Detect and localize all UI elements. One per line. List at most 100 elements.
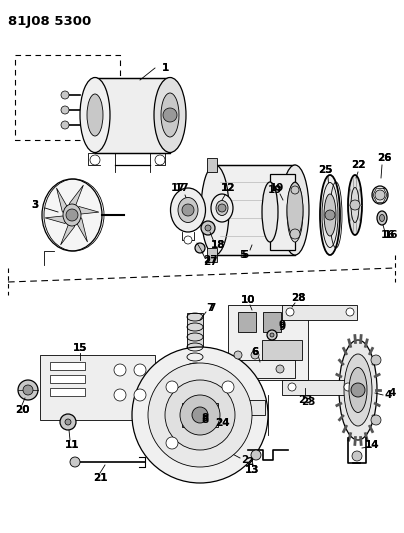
Circle shape: [286, 308, 294, 316]
Text: 6: 6: [251, 347, 259, 357]
Circle shape: [222, 381, 234, 393]
Ellipse shape: [154, 77, 186, 152]
Circle shape: [346, 308, 354, 316]
Circle shape: [270, 333, 274, 337]
Text: 28: 28: [291, 293, 305, 303]
FancyBboxPatch shape: [270, 174, 295, 250]
Text: 25: 25: [318, 165, 332, 175]
Text: 4: 4: [384, 390, 392, 400]
Circle shape: [60, 414, 76, 430]
Circle shape: [155, 155, 165, 165]
Circle shape: [216, 403, 224, 411]
Text: 13: 13: [245, 465, 259, 475]
Text: 2: 2: [246, 457, 254, 467]
Circle shape: [351, 383, 365, 397]
FancyBboxPatch shape: [262, 340, 302, 360]
FancyBboxPatch shape: [50, 375, 85, 383]
Text: 17: 17: [170, 183, 185, 193]
Text: 6: 6: [251, 347, 259, 357]
Text: 24: 24: [215, 418, 229, 428]
Text: 7: 7: [208, 303, 216, 313]
Ellipse shape: [262, 182, 278, 242]
Ellipse shape: [287, 182, 303, 242]
Circle shape: [350, 200, 360, 210]
Ellipse shape: [339, 340, 377, 440]
Polygon shape: [57, 188, 72, 215]
Circle shape: [182, 204, 194, 216]
Circle shape: [218, 204, 226, 212]
Text: 3: 3: [32, 200, 39, 210]
Text: 5: 5: [240, 250, 246, 260]
Text: 14: 14: [365, 440, 379, 450]
Ellipse shape: [63, 204, 81, 226]
Text: 1: 1: [161, 63, 168, 73]
Ellipse shape: [351, 188, 359, 222]
Ellipse shape: [324, 194, 336, 236]
Text: 4: 4: [388, 388, 396, 398]
Text: 13: 13: [245, 465, 259, 475]
Text: 27: 27: [203, 255, 217, 265]
Text: 23: 23: [301, 397, 315, 407]
Text: 22: 22: [351, 160, 365, 170]
Text: 5: 5: [241, 250, 248, 260]
Text: 12: 12: [221, 183, 235, 193]
Ellipse shape: [170, 188, 206, 232]
Ellipse shape: [281, 165, 309, 255]
Circle shape: [165, 380, 235, 450]
Circle shape: [291, 186, 299, 194]
Ellipse shape: [42, 179, 102, 251]
FancyBboxPatch shape: [40, 355, 155, 420]
Polygon shape: [45, 215, 72, 223]
FancyBboxPatch shape: [282, 380, 354, 395]
Ellipse shape: [379, 214, 385, 222]
Ellipse shape: [80, 77, 110, 152]
Circle shape: [166, 381, 178, 393]
Text: 14: 14: [365, 440, 379, 450]
Ellipse shape: [320, 175, 340, 255]
Circle shape: [288, 383, 296, 391]
Ellipse shape: [377, 211, 387, 225]
FancyBboxPatch shape: [228, 305, 308, 380]
Text: 18: 18: [211, 240, 225, 250]
Circle shape: [18, 380, 38, 400]
Ellipse shape: [201, 165, 229, 255]
Text: 23: 23: [298, 395, 312, 405]
Circle shape: [195, 243, 205, 253]
Text: 15: 15: [73, 343, 87, 353]
Circle shape: [114, 389, 126, 401]
Text: 17: 17: [175, 183, 189, 193]
Circle shape: [134, 364, 146, 376]
Ellipse shape: [211, 194, 233, 222]
Text: 12: 12: [221, 183, 235, 193]
Text: 8: 8: [201, 415, 208, 425]
Circle shape: [70, 457, 80, 467]
Circle shape: [166, 437, 178, 449]
Text: 11: 11: [65, 440, 79, 450]
Circle shape: [65, 419, 71, 425]
Text: 1: 1: [161, 63, 168, 73]
Circle shape: [205, 225, 211, 231]
Circle shape: [251, 351, 259, 359]
Circle shape: [371, 415, 381, 425]
Circle shape: [251, 450, 261, 460]
Ellipse shape: [161, 93, 179, 137]
Text: 22: 22: [351, 160, 365, 170]
Circle shape: [61, 121, 69, 129]
Ellipse shape: [178, 198, 198, 222]
Circle shape: [180, 395, 220, 435]
FancyBboxPatch shape: [238, 312, 256, 332]
FancyBboxPatch shape: [95, 78, 170, 153]
Text: 26: 26: [377, 153, 391, 163]
Circle shape: [61, 91, 69, 99]
Text: 21: 21: [93, 473, 107, 483]
Text: 16: 16: [384, 230, 398, 240]
FancyBboxPatch shape: [263, 312, 281, 332]
Text: 10: 10: [241, 295, 255, 305]
Text: 10: 10: [241, 295, 255, 305]
Circle shape: [344, 383, 352, 391]
Polygon shape: [61, 215, 75, 245]
Text: 19: 19: [268, 185, 282, 195]
Circle shape: [184, 236, 192, 244]
Text: 26: 26: [377, 153, 391, 163]
FancyBboxPatch shape: [282, 305, 357, 320]
